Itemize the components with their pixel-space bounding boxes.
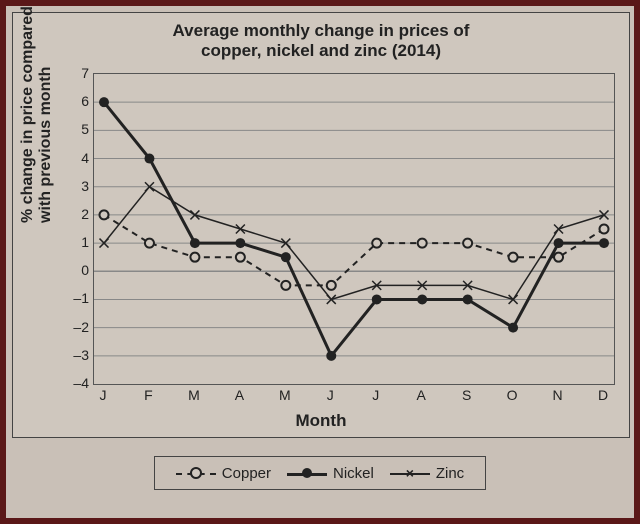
- y-tick: 5: [73, 121, 89, 137]
- x-axis-label: Month: [13, 411, 629, 431]
- y-tick: 1: [73, 234, 89, 250]
- x-tick: J: [100, 387, 107, 403]
- y-tick: –1: [73, 290, 89, 306]
- chart-frame: Average monthly change in prices ofcoppe…: [0, 0, 640, 524]
- x-tick: N: [552, 387, 562, 403]
- y-tick: 7: [73, 65, 89, 81]
- y-tick: 0: [73, 262, 89, 278]
- y-axis-label: % change in price comparedwith previous …: [19, 6, 55, 223]
- x-tick: A: [235, 387, 244, 403]
- y-tick: –2: [73, 319, 89, 335]
- y-tick: 4: [73, 150, 89, 166]
- x-tick: J: [372, 387, 379, 403]
- x-tick: D: [598, 387, 608, 403]
- x-tick: S: [462, 387, 471, 403]
- legend-label: Zinc: [436, 465, 464, 482]
- chart-svg: [94, 74, 614, 384]
- y-tick: 6: [73, 93, 89, 109]
- legend: Copper Nickel × Zinc: [154, 456, 486, 490]
- y-tick: –3: [73, 347, 89, 363]
- legend-label: Copper: [222, 465, 271, 482]
- y-tick: 3: [73, 178, 89, 194]
- y-tick: 2: [73, 206, 89, 222]
- x-tick: M: [279, 387, 291, 403]
- x-tick: J: [327, 387, 334, 403]
- chart-area: Average monthly change in prices ofcoppe…: [12, 12, 630, 438]
- x-tick: F: [144, 387, 153, 403]
- x-tick: M: [188, 387, 200, 403]
- x-tick: A: [417, 387, 426, 403]
- legend-label: Nickel: [333, 465, 374, 482]
- legend-item-zinc: × Zinc: [390, 465, 464, 482]
- legend-item-nickel: Nickel: [287, 465, 374, 482]
- x-tick: O: [507, 387, 518, 403]
- y-tick: –4: [73, 375, 89, 391]
- chart-title: Average monthly change in prices ofcoppe…: [13, 21, 629, 62]
- legend-item-copper: Copper: [176, 465, 271, 482]
- plot-region: [93, 73, 615, 385]
